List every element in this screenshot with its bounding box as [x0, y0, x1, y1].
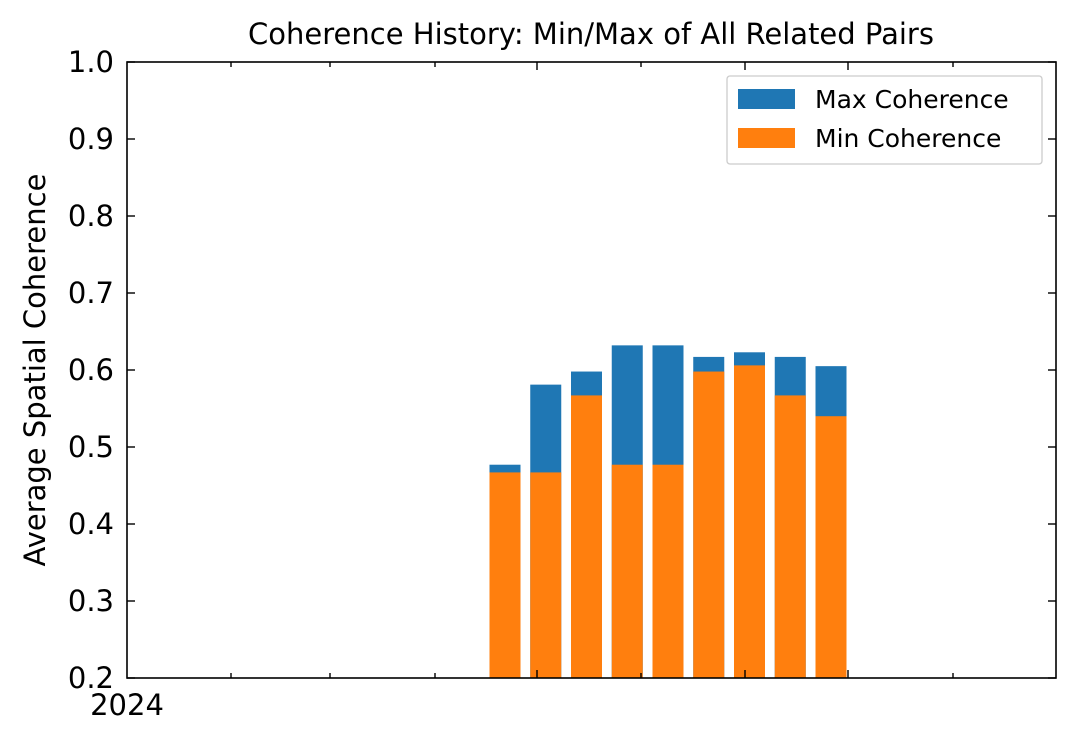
legend-swatch-min: [738, 128, 795, 148]
chart-title: Coherence History: Min/Max of All Relate…: [248, 17, 934, 51]
bar-min-coherence: [652, 464, 684, 678]
y-tick-label: 0.7: [68, 276, 114, 310]
bars-layer: [489, 345, 847, 678]
y-tick-label: 1.0: [68, 45, 114, 79]
bar-min-coherence: [815, 416, 847, 678]
y-tick-label: 0.6: [68, 353, 114, 387]
bar-min-coherence: [693, 371, 725, 678]
legend-frame: [726, 75, 1043, 165]
y-tick-label: 0.3: [68, 584, 114, 618]
bar-min-coherence: [489, 472, 521, 678]
y-tick-label: 0.9: [68, 122, 114, 156]
bar-min-coherence: [571, 395, 602, 678]
y-tick-label: 0.5: [68, 430, 114, 464]
legend-label-min: Min Coherence: [815, 124, 1001, 153]
y-ticks: 0.2 0.3 0.4 0.5 0.6 0.7 0.8 0.9 1.0: [68, 45, 1056, 695]
legend-label-max: Max Coherence: [815, 85, 1009, 114]
legend: Max Coherence Min Coherence: [726, 75, 1043, 165]
bar-min-coherence: [530, 472, 562, 678]
y-tick-label: 0.8: [68, 199, 114, 233]
legend-swatch-max: [738, 89, 795, 109]
y-axis-label: Average Spatial Coherence: [18, 174, 52, 567]
bar-min-coherence: [611, 464, 643, 678]
y-tick-label: 0.4: [68, 507, 114, 541]
plot-frame: [126, 61, 1057, 679]
y-tick-label: 0.2: [68, 661, 114, 695]
bar-min-coherence: [734, 365, 765, 678]
x-tick-label-2024: 2024: [90, 688, 164, 722]
x-ticks: [230, 62, 954, 678]
bar-min-coherence: [774, 395, 806, 678]
